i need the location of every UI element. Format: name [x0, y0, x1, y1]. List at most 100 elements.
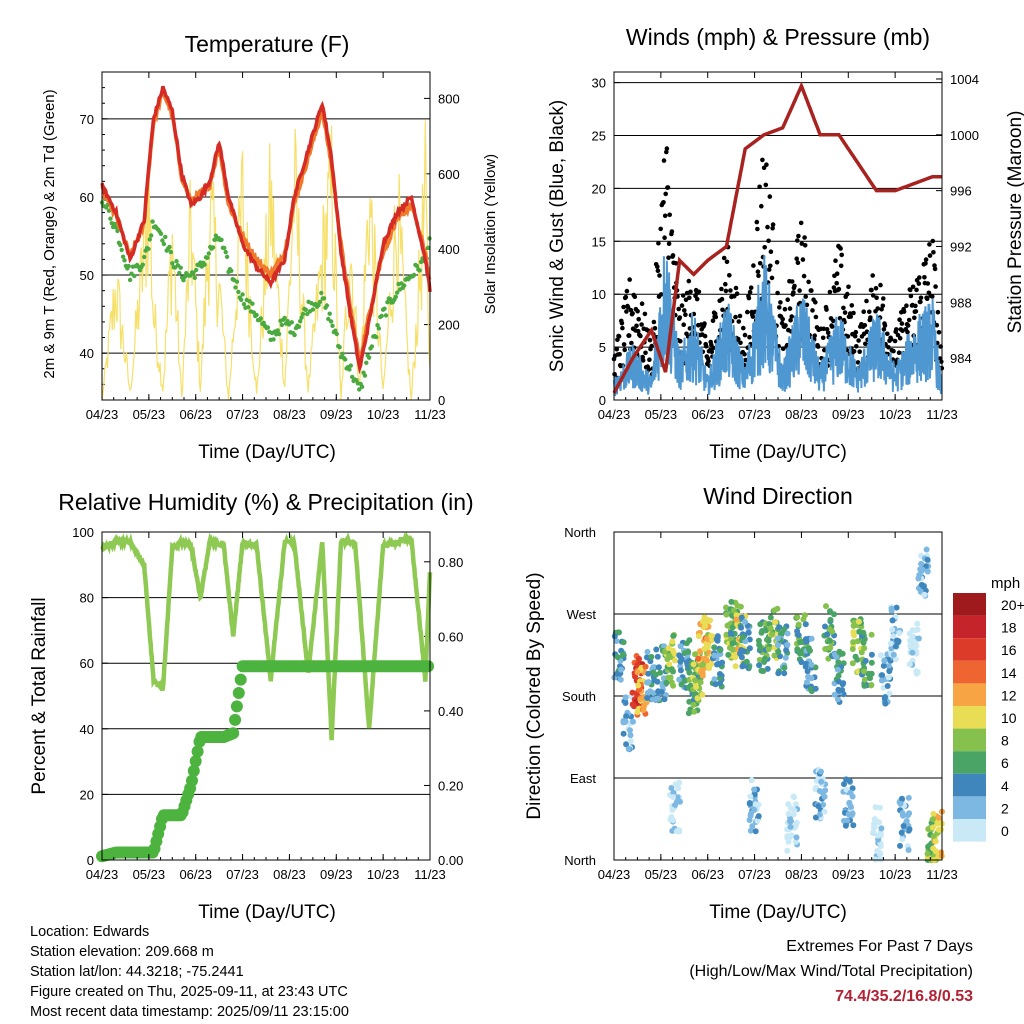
gust-point: [851, 310, 856, 316]
direction-point: [704, 642, 711, 648]
direction-point: [793, 801, 799, 808]
direction-point: [781, 626, 787, 633]
gust-point: [634, 323, 639, 329]
direction-point: [888, 645, 895, 652]
dewpoint-point: [181, 278, 186, 283]
direction-point: [890, 651, 897, 658]
gust-point: [736, 319, 742, 324]
direction-point: [886, 668, 893, 675]
direction-point: [827, 616, 834, 623]
direction-point: [849, 646, 856, 652]
direction-point: [783, 647, 790, 654]
direction-point: [678, 681, 685, 688]
direction-point: [775, 648, 782, 655]
direction-point: [909, 649, 916, 656]
dewpoint-point: [140, 262, 145, 267]
temperature-left-label: 2m & 9m T (Red, Orange) & 2m Td (Green): [41, 89, 58, 378]
gust-point: [706, 358, 711, 364]
dewpoint-point: [375, 323, 380, 328]
direction-point: [730, 646, 737, 653]
dewpoint-point: [170, 261, 175, 266]
precip-point: [230, 700, 243, 713]
colorbar-swatch: [953, 706, 986, 729]
direction-point: [748, 777, 755, 784]
wind-ytick-label: 10: [592, 287, 606, 302]
direction-point: [879, 672, 886, 679]
gust-point: [806, 279, 811, 285]
dewpoint-point: [337, 345, 342, 350]
dewpoint-point: [299, 315, 304, 320]
gust-point: [756, 273, 761, 279]
gust-point: [897, 317, 902, 323]
direction-point: [871, 824, 878, 830]
direction-point: [694, 695, 701, 702]
temperature-panel: Temperature (F) 2m & 9m T (Red, Orange) …: [41, 31, 499, 463]
direction-point: [637, 696, 644, 703]
gust-point: [765, 224, 770, 230]
gust-point: [878, 282, 883, 288]
colorbar-swatch: [953, 819, 986, 842]
gust-point: [679, 303, 685, 308]
direction-point: [640, 707, 647, 713]
gust-point: [810, 308, 815, 313]
direction-point: [916, 572, 923, 578]
direction-point: [772, 619, 779, 626]
direction-point: [893, 604, 900, 611]
direction-point: [894, 637, 900, 644]
dewpoint-point: [279, 322, 285, 328]
speed-colorbar: mph 20+ 18 16 14 12 10 8 6 4 2 0: [953, 575, 1024, 842]
direction-point: [642, 663, 649, 670]
direction-point: [918, 560, 925, 567]
colorbar-label: 0: [1001, 823, 1009, 839]
precip-point: [229, 713, 242, 726]
direction-point: [905, 847, 912, 853]
direction-point: [850, 639, 857, 646]
direction-point: [658, 689, 665, 695]
dewpoint-point: [223, 249, 228, 255]
gust-point: [663, 191, 668, 197]
direction-point: [784, 641, 791, 648]
gust-point: [734, 291, 740, 297]
gust-point: [763, 182, 769, 188]
direction-point: [630, 718, 636, 725]
direction-point: [611, 633, 618, 640]
dewpoint-point: [250, 301, 255, 306]
direction-point: [817, 811, 823, 818]
gust-point: [827, 289, 833, 295]
dewpoint-point: [366, 355, 372, 360]
direction-point: [907, 637, 914, 644]
dewpoint-point: [205, 255, 210, 260]
gust-point: [635, 308, 640, 314]
precip-point: [187, 764, 200, 777]
direction-point: [625, 746, 632, 752]
direction-point: [827, 608, 833, 615]
gust-point: [882, 323, 888, 328]
direction-point: [815, 803, 822, 810]
direction-point: [884, 683, 891, 689]
gust-point: [733, 285, 739, 291]
direction-point: [827, 644, 834, 651]
gust-point: [892, 338, 898, 344]
gust-point: [748, 285, 754, 291]
solar-y2tick-label: 200: [438, 318, 460, 333]
gust-point: [670, 253, 676, 258]
winds-title: Winds (mph) & Pressure (mb): [626, 24, 930, 50]
gust-point: [788, 318, 793, 323]
gust-point: [897, 336, 903, 341]
rh-xtick-label: 06/23: [179, 867, 212, 882]
dewpoint-point: [327, 311, 332, 316]
direction-point: [673, 799, 680, 806]
direction-point: [677, 643, 684, 650]
gust-point: [881, 296, 886, 301]
dewpoint-point: [105, 202, 110, 208]
direction-point: [693, 683, 699, 690]
gust-point: [815, 344, 821, 349]
gust-point: [846, 284, 851, 290]
gust-point: [686, 278, 692, 284]
gust-point: [851, 349, 857, 354]
direction-point: [792, 838, 799, 845]
dewpoint-point: [192, 275, 197, 280]
gust-point: [862, 323, 868, 328]
gust-point: [791, 290, 796, 295]
dewpoint-point: [303, 307, 308, 312]
